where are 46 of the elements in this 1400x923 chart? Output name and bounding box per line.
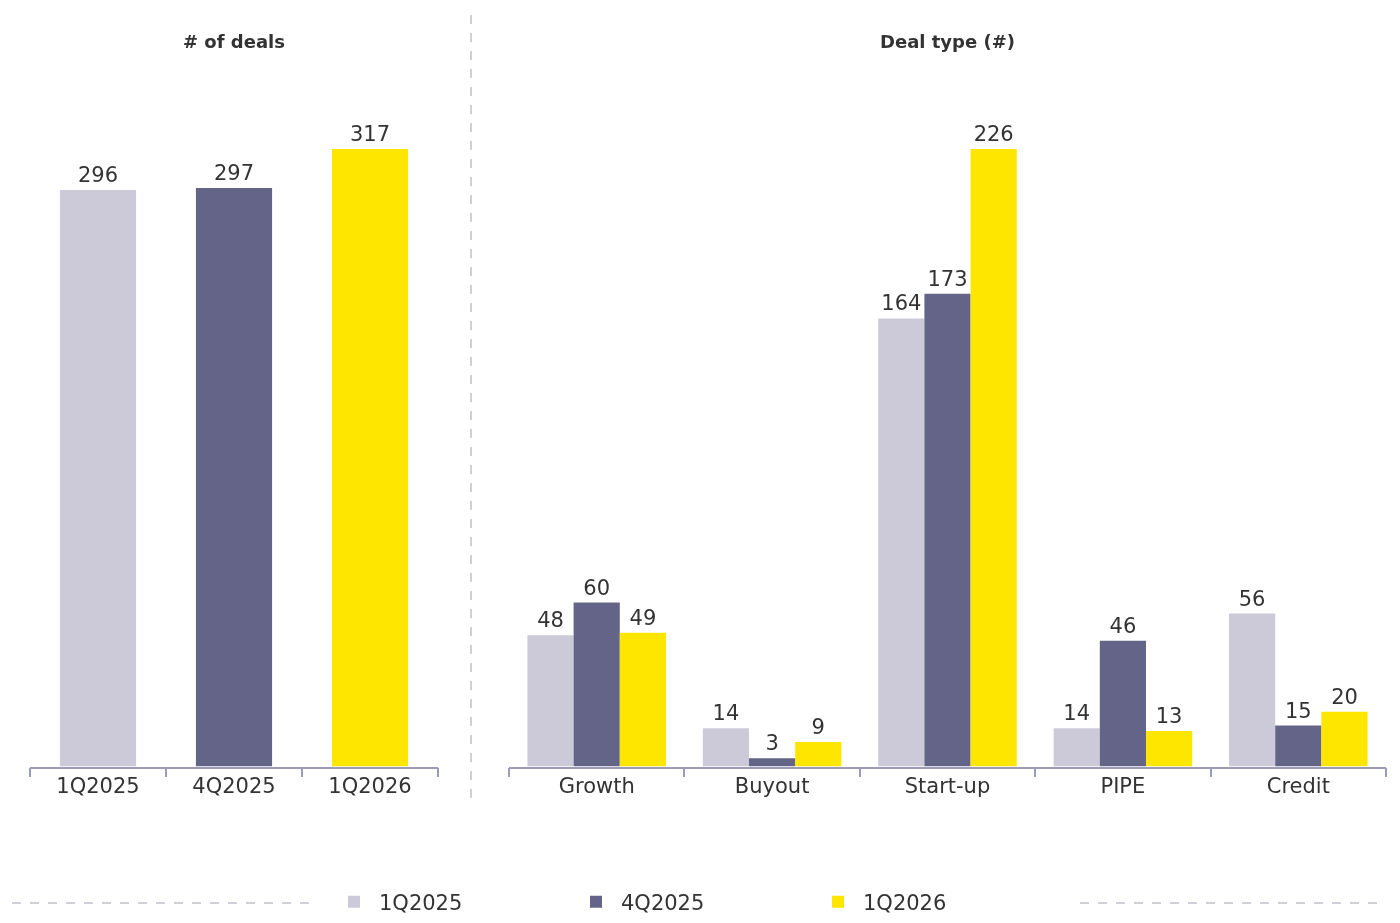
data-label: 20	[1331, 684, 1358, 709]
bar	[1321, 711, 1368, 767]
x-tick-label: Growth	[558, 774, 635, 799]
x-tick-label: 4Q2025	[192, 774, 276, 799]
chart-title: Deal type (#)	[880, 31, 1015, 52]
data-label: 296	[77, 162, 119, 187]
data-label: 3	[765, 731, 779, 756]
data-label: 48	[537, 608, 564, 633]
data-label: 49	[629, 605, 657, 630]
bar	[1145, 730, 1193, 767]
bar	[749, 758, 796, 767]
x-tick-label: 1Q2026	[328, 774, 412, 799]
x-tick-label: Start-up	[904, 774, 991, 799]
bar	[1229, 613, 1276, 767]
bar	[1099, 640, 1146, 767]
bar	[1053, 728, 1100, 767]
chart-title: # of deals	[183, 31, 285, 52]
x-tick-label: PIPE	[1100, 774, 1146, 799]
bar	[878, 318, 925, 767]
bar	[924, 293, 971, 767]
legend-label: 4Q2025	[621, 890, 705, 915]
data-label: 15	[1284, 698, 1312, 723]
legend-label: 1Q2026	[863, 890, 947, 915]
data-label: 13	[1155, 703, 1183, 728]
bar	[619, 632, 666, 767]
x-tick-label: Credit	[1266, 774, 1330, 799]
x-tick-label: 1Q2025	[56, 774, 140, 799]
data-label: 164	[881, 291, 922, 316]
data-label: 317	[349, 122, 391, 147]
bar	[573, 602, 620, 767]
bar	[527, 635, 574, 767]
data-label: 14	[1063, 701, 1091, 726]
data-label: 60	[583, 575, 611, 600]
bar	[1275, 725, 1322, 767]
data-label: 14	[712, 701, 740, 726]
data-label: 56	[1238, 586, 1266, 611]
data-label: 226	[973, 122, 1014, 147]
bar	[702, 728, 750, 767]
bar	[970, 149, 1017, 767]
bar	[795, 741, 842, 767]
data-label: 297	[213, 161, 255, 186]
legend-label: 1Q2025	[379, 890, 463, 915]
data-label: 9	[811, 714, 825, 739]
data-label: 46	[1109, 613, 1137, 638]
data-label: 173	[927, 266, 968, 291]
x-tick-label: Buyout	[734, 774, 810, 799]
